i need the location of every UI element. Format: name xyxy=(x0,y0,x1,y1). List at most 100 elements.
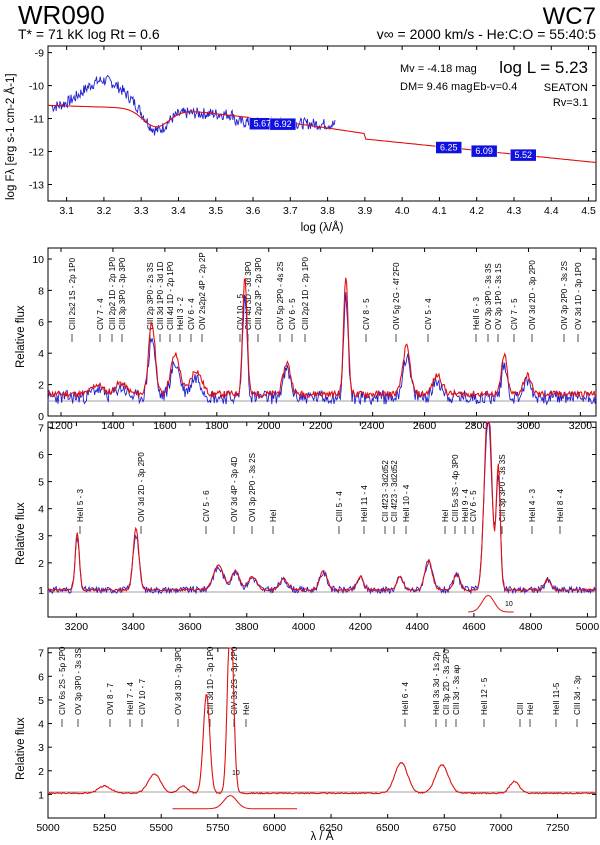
y-tick-label: 6 xyxy=(38,671,44,683)
uv-panel: 1200 1400 1600 1800 2000 2200 2400 2600 2800 3000… xyxy=(15,247,597,432)
red-x-ticks: 5000 5250 5500 5750 6000 6250 6500 6750 7000 7250 xyxy=(36,648,569,834)
red-y-ticks: 1 2 3 4 5 6 7 xyxy=(38,648,596,801)
rv-label: Rv=3.1 xyxy=(553,97,588,109)
line-id-label: HeII 9 - 4 xyxy=(461,489,470,522)
uv-y-axis-label: Relative flux xyxy=(15,305,27,368)
y-tick-label: 8 xyxy=(38,285,44,297)
line-id-label: HeII 11-5 xyxy=(552,682,561,715)
line-id-label: HeII 3 - 2 xyxy=(176,297,185,330)
optical-y-ticks: 1 2 3 4 5 6 7 xyxy=(38,422,596,597)
line-id-label: OIV 3d 2D - 3p 2P0 xyxy=(528,260,537,330)
optical-frame xyxy=(47,421,597,618)
line-id-label: CIV 7 - 4 xyxy=(96,298,105,330)
line-id-label: CIV 10 - 5 xyxy=(236,293,245,330)
uv-y-ticks: 0 2 4 6 8 10 xyxy=(32,254,596,423)
sed-panel: Mv = -4.18 mag DM= 9.46 mag log L = 5.23… xyxy=(4,45,597,234)
x-tick-label: 2400 xyxy=(361,420,385,432)
line-id-label: CII 3p 2D - 3s 2P0 xyxy=(442,649,451,715)
uv-frame xyxy=(47,247,597,417)
x-tick-label: 2000 xyxy=(257,420,281,432)
line-id-label: CIII 3d - 3s ap xyxy=(452,664,461,715)
photometry-label: 6.25 xyxy=(440,143,458,153)
x-tick-label: 7000 xyxy=(489,822,513,834)
line-id-label: CIII 3p 3P0 - 3p 3P0 xyxy=(118,257,127,330)
y-tick-label: 3 xyxy=(38,531,44,543)
ebv-label: Eb-v=0.4 xyxy=(473,81,517,93)
line-id-label: CII 4f23 - 3d2d52 xyxy=(381,460,390,522)
x-tick-label: 2200 xyxy=(309,420,333,432)
x-tick-label: 5750 xyxy=(206,822,230,834)
x-tick-label: 1200 xyxy=(49,420,73,432)
red-line-identifications: CIV 6s 2S - 5p 2P0 OV 3p 3P0 - 3s 3S OVI 8… xyxy=(58,646,582,727)
y-tick-label: 2 xyxy=(38,766,44,778)
line-id-label: CII 4f23 - 3d2d52 xyxy=(390,460,399,522)
y-tick-label: 7 xyxy=(38,648,44,660)
y-tick-label: 6 xyxy=(38,450,44,462)
uv-observed-spectrum xyxy=(47,292,597,406)
line-id-label: CIII 2p 3P0 - 2s 3S xyxy=(146,262,155,330)
line-id-label: OIV 3d 4P - 3p 4D xyxy=(230,457,239,522)
line-id-label: OV 3d 1D - 3p 1P0 xyxy=(574,262,583,330)
line-id-label: HeII 11 - 4 xyxy=(360,485,369,522)
y-tick-label: 4 xyxy=(38,348,44,360)
line-id-label: HeI xyxy=(441,510,450,522)
x-tick-label: 6500 xyxy=(376,822,400,834)
line-id-label: HeI xyxy=(242,703,251,715)
photometry-box xyxy=(510,148,537,162)
y-tick-label: -9 xyxy=(35,48,44,60)
line-id-label: HeI xyxy=(269,510,278,522)
line-id-label: CIII 3d 1P0 - 3d 1D xyxy=(156,261,165,330)
line-id-label: CIV 6 - 4 xyxy=(187,298,196,330)
line-id-label: CIV 7 - 5 xyxy=(510,298,519,330)
line-id-label: CIII 2s2 1S - 2p 1P0 xyxy=(68,257,77,330)
x-tick-label: 1400 xyxy=(101,420,125,432)
y-tick-label: 1 xyxy=(38,585,44,597)
line-id-label: HeII 6 - 4 xyxy=(401,682,410,715)
x-tick-label: 5500 xyxy=(150,822,174,834)
uv-line-identifications: CIII 2s2 1S - 2p 1P0 CIV 7 - 4 CIII 2p2 1D… xyxy=(68,252,583,342)
line-id-label: HeII 5 - 3 xyxy=(76,489,85,522)
line-id-label: CIII 4d 3D - 3d 3P0 xyxy=(244,261,253,330)
line-id-label: CIII 3d - 3p xyxy=(573,675,582,715)
line-id-label: OIV 3p 2P0 - 3s 2S xyxy=(560,261,569,330)
y-tick-label: 4 xyxy=(38,719,44,731)
line-id-label: CIII 2p2 1D - 2p 1P0 xyxy=(301,257,310,330)
mv-label: Mv = -4.18 mag xyxy=(400,63,477,75)
x-tick-label: 3.2 xyxy=(97,205,112,217)
line-id-label: CIV 5 - 4 xyxy=(424,298,433,330)
photometry-box xyxy=(435,141,462,154)
line-id-label: CIV 5p 2P0 - 4s 2S xyxy=(276,262,285,330)
x-tick-label: 6750 xyxy=(433,822,457,834)
optical-line-identifications: HeII 5 - 3 OIV 3d 2D - 3p 2P0 CIV 5 - 6 OIV… xyxy=(76,452,565,534)
line-id-label: OVI 3p 2P0 - 3s 2S xyxy=(248,453,257,522)
line-id-label: HeII 4 - 3 xyxy=(528,489,537,522)
x-tick-label: 5000 xyxy=(36,822,60,834)
photometry-box xyxy=(470,144,498,158)
line-id-label: OV 3p 3P0 - 3s 3S xyxy=(484,263,493,330)
spectral-type: WC7 xyxy=(543,3,596,30)
line-id-label: OV 3p 3P0 - 3s 3S xyxy=(74,648,83,715)
x-tick-label: 4.1 xyxy=(432,205,447,217)
y-tick-label: -12 xyxy=(29,147,44,159)
x-tick-label: 3.7 xyxy=(283,205,298,217)
x-tick-label: 2800 xyxy=(465,420,489,432)
red-model-spectrum xyxy=(47,647,597,795)
line-id-label: OV 3d 3D - 3p 3P0 xyxy=(174,647,183,715)
red-scale-label: 10 xyxy=(232,770,240,777)
line-id-label: CIII 5s 3S - 4p 3P0 xyxy=(451,454,460,522)
line-id-label: CIV 10 - 7 xyxy=(138,678,147,715)
sed-x-axis-label: log (λ/Å) xyxy=(301,221,344,234)
x-tick-label: 7250 xyxy=(546,822,570,834)
x-tick-label: 3.8 xyxy=(320,205,335,217)
y-tick-label: 7 xyxy=(38,422,44,434)
line-id-label: HeII 7 - 4 xyxy=(126,682,135,715)
y-tick-label: -10 xyxy=(29,81,44,93)
x-tick-label: 3.6 xyxy=(246,205,261,217)
uv-model-spectrum xyxy=(47,277,597,399)
line-id-label: CIV 5 - 6 xyxy=(202,490,211,522)
optical-y-axis-label: Relative flux xyxy=(15,502,27,565)
x-tick-label: 3.1 xyxy=(59,205,74,217)
line-id-label: CIII 5 - 4 xyxy=(335,491,344,522)
line-id-label: OIV 5g 2G - 4f 2F0 xyxy=(392,262,401,330)
line-id-label: CIV 6s 2S - 5p 2P0 xyxy=(58,646,67,715)
